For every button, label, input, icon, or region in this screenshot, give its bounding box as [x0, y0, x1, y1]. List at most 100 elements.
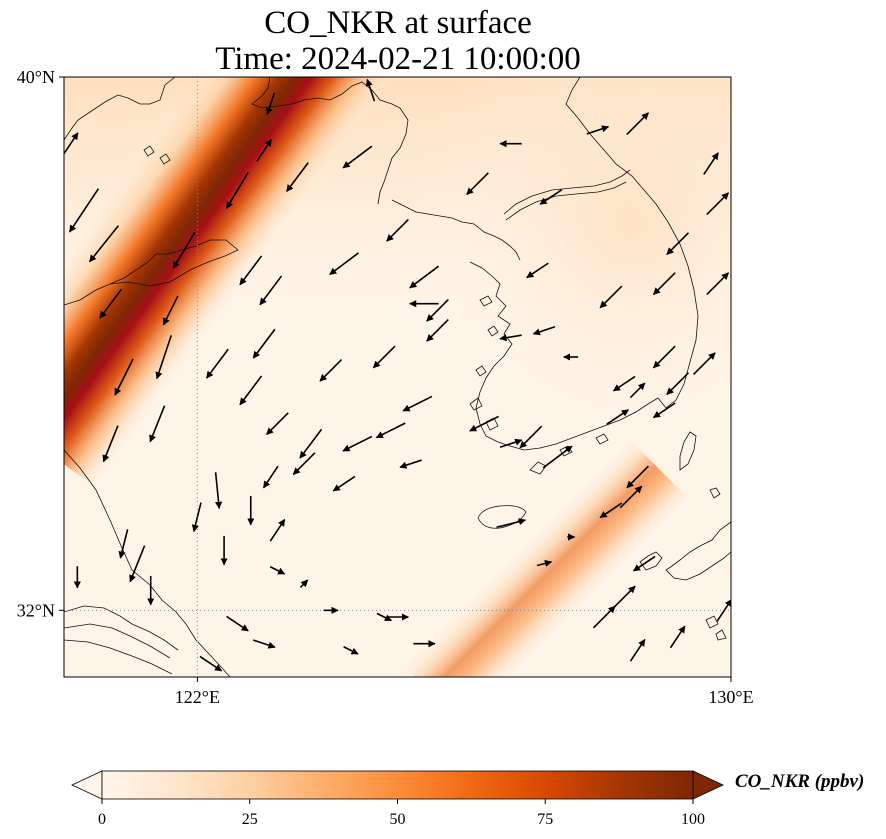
wind-vector	[606, 409, 630, 425]
kyushu-coastline	[665, 487, 731, 581]
wind-vector	[592, 605, 616, 629]
wind-vector	[499, 438, 523, 449]
wind-vector	[469, 415, 499, 432]
wind-vector	[269, 566, 286, 575]
shandong-islands	[143, 145, 171, 165]
wind-vector	[365, 78, 376, 102]
wind-vector	[256, 138, 272, 162]
wind-vector	[239, 255, 263, 286]
wind-vector	[265, 92, 276, 116]
tsushima-island	[679, 431, 697, 471]
jiangsu-coastline	[64, 449, 231, 677]
wind-vector	[319, 358, 343, 382]
wind-vector	[499, 334, 522, 342]
wind-vector	[226, 615, 249, 632]
korea-west-islands	[475, 295, 499, 377]
wind-vector	[269, 518, 286, 542]
wind-vector	[586, 125, 610, 135]
wind-vector	[205, 348, 229, 379]
wind-vector	[68, 188, 100, 233]
wind-vector	[652, 345, 676, 369]
wind-vector	[239, 375, 263, 406]
wind-vector	[399, 459, 422, 469]
jeju-island	[477, 505, 527, 529]
x-tick-label: 130°E	[708, 687, 753, 707]
wind-vector	[426, 298, 449, 322]
colorbar-tick-label: 75	[537, 811, 553, 828]
liaodong-coastline	[251, 77, 409, 205]
wind-vector	[77, 690, 91, 704]
wind-vector	[599, 502, 623, 519]
wind-vector	[343, 646, 359, 655]
colorbar-extend-low	[71, 770, 103, 800]
chart-subtitle: Time: 2024-02-21 10:00:00	[215, 41, 581, 77]
wind-vector	[440, 680, 462, 687]
wind-vector	[99, 288, 123, 319]
wind-vector	[666, 372, 690, 396]
wind-vector	[266, 412, 289, 436]
chart-title: CO_NKR at surface	[264, 5, 532, 41]
wind-vector	[299, 428, 323, 459]
wind-vector	[286, 162, 309, 192]
colorbar: 0 25 50 75 100 CO_NKR (ppbv)	[71, 770, 864, 828]
wind-vector	[666, 232, 690, 256]
wind-vector	[252, 328, 276, 359]
wind-vector	[118, 529, 129, 559]
wind-vector	[692, 352, 716, 376]
wind-vector	[532, 325, 556, 336]
wind-vector	[706, 272, 730, 296]
wind-vector	[496, 518, 526, 529]
wind-vector	[626, 112, 649, 136]
korea-west-coast	[469, 261, 659, 451]
map-axes: 122°E 130°E 40°N 32°N	[17, 67, 754, 707]
wind-vector	[172, 231, 196, 269]
colorbar-tick-label: 0	[98, 811, 106, 828]
colorbar-ticks: 0 25 50 75 100	[98, 799, 705, 828]
wind-vector	[716, 598, 731, 622]
wind-vector	[626, 465, 649, 489]
east-haze	[330, 77, 731, 497]
wind-vector	[253, 639, 276, 649]
wind-vector	[342, 435, 373, 452]
y-tick-label: 32°N	[17, 600, 55, 620]
wind-vector	[652, 402, 676, 419]
zhoushan-islands	[705, 615, 727, 641]
wind-vector	[386, 218, 409, 242]
map-frame	[63, 76, 732, 678]
wind-vector	[612, 375, 636, 392]
wind-vector	[329, 252, 360, 276]
colorbar-tick-label: 25	[242, 811, 258, 828]
wind-vector	[88, 225, 120, 263]
wind-vectors	[64, 78, 731, 704]
wind-vector	[259, 275, 283, 306]
wind-vector	[402, 395, 433, 412]
wind-vector	[375, 422, 406, 439]
china-coastline	[64, 77, 176, 141]
wind-vector	[262, 465, 279, 489]
map-plot-area	[64, 77, 731, 704]
wind-vector	[114, 358, 134, 396]
wind-vector	[526, 262, 549, 279]
wind-vector	[342, 145, 373, 169]
wind-vector	[519, 425, 543, 449]
wind-vector	[409, 265, 440, 289]
wind-vector	[652, 272, 676, 296]
x-tick-label: 122°E	[175, 687, 220, 707]
wind-vector	[155, 335, 173, 380]
north-korea-west-coast	[391, 199, 521, 261]
wind-vector	[191, 502, 202, 533]
korea-east-coast	[565, 77, 699, 409]
wind-vector	[669, 625, 686, 649]
wind-vector	[149, 405, 166, 443]
wind-vector	[703, 152, 719, 175]
gridlines	[64, 77, 731, 677]
wind-vector	[629, 638, 646, 662]
wind-vector	[426, 318, 449, 342]
wind-vector	[332, 475, 356, 492]
wind-vector	[632, 555, 656, 572]
wind-vector	[214, 472, 223, 510]
co-plume-main	[64, 77, 419, 489]
wind-vector	[292, 452, 316, 476]
wind-vector	[102, 425, 119, 463]
